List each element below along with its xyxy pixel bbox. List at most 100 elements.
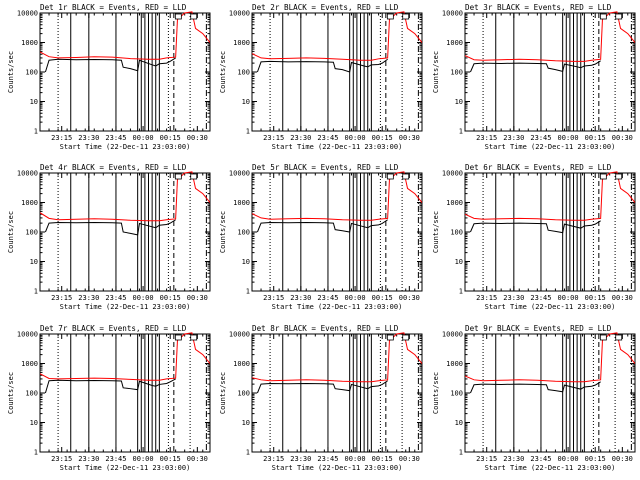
series-group xyxy=(252,171,422,233)
x-axis-label: Start Time (22-Dec-11 23:03:00) xyxy=(485,143,616,151)
y-tick-label: 1000 xyxy=(233,39,250,47)
y-tick-label: 100 xyxy=(450,69,463,77)
y-tick-label: 10 xyxy=(455,98,463,106)
y-tick-label: 1000 xyxy=(233,199,250,207)
saturation-marker xyxy=(599,13,607,20)
y-tick-label: 100 xyxy=(450,390,463,398)
x-tick-label: 23:30 xyxy=(290,294,311,302)
plot-frame xyxy=(39,12,211,132)
y-axis-label: Counts/sec xyxy=(432,211,440,253)
y-tick-label: 10 xyxy=(30,419,38,427)
series-lld-line xyxy=(252,332,422,383)
y-tick-label: 1 xyxy=(246,128,250,136)
plot-frame xyxy=(464,12,636,132)
y-tick-label: 10000 xyxy=(229,331,250,339)
y-tick-label: 10 xyxy=(242,98,250,106)
y-tick-label: 10000 xyxy=(17,10,38,18)
x-axis-label: Start Time (22-Dec-11 23:03:00) xyxy=(60,303,191,311)
chart-title: Det 9r BLACK = Events, RED = LLD xyxy=(465,324,612,333)
chart-title: Det 4r BLACK = Events, RED = LLD xyxy=(40,163,187,172)
x-tick-label: 00:00 xyxy=(345,455,366,463)
marker-lines xyxy=(482,334,635,452)
x-tick-label: 23:15 xyxy=(263,134,284,142)
saturation-marker xyxy=(174,173,182,180)
y-tick-label: 1000 xyxy=(21,39,38,47)
chart-title: Det 6r BLACK = Events, RED = LLD xyxy=(465,163,612,172)
x-tick-label: 23:45 xyxy=(317,455,338,463)
x-tick-label: 00:00 xyxy=(558,134,579,142)
series-group xyxy=(465,332,635,394)
y-tick-label: 10000 xyxy=(229,10,250,18)
x-tick-label: 00:15 xyxy=(372,455,393,463)
y-tick-label: 10000 xyxy=(442,10,463,18)
x-tick-label: 00:15 xyxy=(160,134,181,142)
x-tick-label: 00:15 xyxy=(585,134,606,142)
x-tick-label: 23:45 xyxy=(105,455,126,463)
x-tick-label: 00:15 xyxy=(160,455,181,463)
y-tick-label: 1000 xyxy=(446,199,463,207)
saturation-marker xyxy=(174,13,182,20)
y-tick-label: 1000 xyxy=(21,360,38,368)
series-lld-line xyxy=(465,332,635,383)
saturation-marker xyxy=(615,173,623,180)
chart-panel-1: Det 1r BLACK = Events, RED = LLD 1 10 100 10… xyxy=(7,3,211,151)
x-tick-label: 00:00 xyxy=(345,294,366,302)
series-events-line xyxy=(256,380,388,394)
x-tick-label: 00:30 xyxy=(399,134,420,142)
y-tick-label: 100 xyxy=(25,229,38,237)
series-events-line xyxy=(469,60,601,73)
chart-panel-6: Det 6r BLACK = Events, RED = LLD 1 10 100 10… xyxy=(432,163,636,311)
y-tick-label: 1000 xyxy=(21,199,38,207)
y-tick-label: 10 xyxy=(455,258,463,266)
marker-lines xyxy=(57,13,210,131)
x-tick-label: 00:15 xyxy=(585,294,606,302)
chart-panel-5: Det 5r BLACK = Events, RED = LLD 1 10 100 10… xyxy=(219,163,423,311)
x-tick-label: 23:30 xyxy=(290,134,311,142)
x-tick-label: 23:15 xyxy=(476,294,497,302)
saturation-marker xyxy=(402,13,410,20)
x-tick-label: 23:15 xyxy=(51,455,72,463)
y-axis-label: Counts/sec xyxy=(432,372,440,414)
x-tick-label: 00:30 xyxy=(187,134,208,142)
y-tick-label: 1 xyxy=(459,288,463,296)
series-lld-line xyxy=(40,171,210,222)
x-tick-label: 23:45 xyxy=(530,455,551,463)
series-events-line xyxy=(256,219,388,233)
chart-title: Det 2r BLACK = Events, RED = LLD xyxy=(252,3,399,12)
x-tick-label: 23:45 xyxy=(317,294,338,302)
marker-lines xyxy=(269,173,422,291)
plot-frame xyxy=(251,333,423,453)
series-lld-line xyxy=(252,171,422,221)
y-tick-label: 10 xyxy=(30,258,38,266)
x-tick-label: 23:30 xyxy=(78,455,99,463)
saturation-marker xyxy=(615,13,623,20)
x-tick-label: 23:30 xyxy=(78,294,99,302)
x-tick-label: 00:30 xyxy=(187,455,208,463)
x-axis-label: Start Time (22-Dec-11 23:03:00) xyxy=(60,464,191,472)
series-group xyxy=(40,332,210,394)
x-tick-label: 23:15 xyxy=(476,455,497,463)
x-axis-label: Start Time (22-Dec-11 23:03:00) xyxy=(272,303,403,311)
plot-frame xyxy=(39,333,211,453)
y-tick-label: 10 xyxy=(30,98,38,106)
series-events-line xyxy=(44,219,176,236)
chart-title: Det 5r BLACK = Events, RED = LLD xyxy=(252,163,399,172)
x-tick-label: 00:15 xyxy=(372,134,393,142)
x-tick-label: 23:15 xyxy=(263,294,284,302)
x-tick-label: 23:45 xyxy=(530,134,551,142)
saturation-marker xyxy=(190,334,198,341)
series-lld-line xyxy=(252,11,422,61)
y-axis-label: Counts/sec xyxy=(7,51,15,93)
chart-panel-3: Det 3r BLACK = Events, RED = LLD 1 10 100 10… xyxy=(432,3,636,151)
x-axis-label: Start Time (22-Dec-11 23:03:00) xyxy=(485,303,616,311)
x-tick-label: 23:30 xyxy=(503,134,524,142)
x-tick-label: 23:45 xyxy=(105,294,126,302)
x-tick-label: 00:00 xyxy=(558,294,579,302)
x-axis-label: Start Time (22-Dec-11 23:03:00) xyxy=(60,143,191,151)
x-tick-label: 00:30 xyxy=(187,294,208,302)
saturation-marker xyxy=(174,334,182,341)
x-tick-label: 00:30 xyxy=(399,294,420,302)
plot-frame xyxy=(251,12,423,132)
x-tick-label: 23:30 xyxy=(503,294,524,302)
